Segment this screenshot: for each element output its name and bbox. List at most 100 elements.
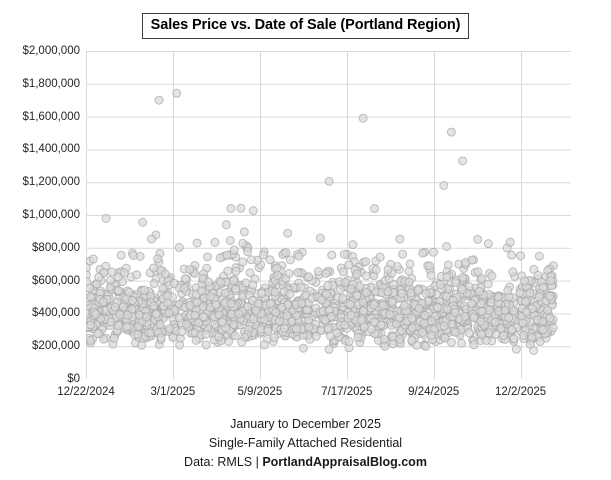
scatter-point: [476, 317, 486, 327]
scatter-point: [230, 331, 240, 341]
scatter-point: [533, 270, 543, 280]
scatter-point: [174, 313, 184, 323]
scatter-point: [397, 288, 407, 298]
scatter-point: [229, 320, 239, 330]
scatter-point: [127, 296, 137, 306]
scatter-point: [211, 300, 221, 310]
scatter-point: [439, 180, 449, 190]
x-axis-tick-label: 7/17/2025: [321, 386, 373, 398]
scatter-point: [442, 241, 452, 251]
scatter-point: [344, 260, 354, 270]
scatter-point: [546, 276, 556, 286]
scatter-point: [457, 285, 467, 295]
chart-footer: January to December 2025 Single-Family A…: [0, 415, 611, 472]
scatter-point: [248, 314, 258, 324]
scatter-point: [116, 250, 126, 260]
scatter-point: [443, 260, 453, 270]
scatter-point: [168, 333, 178, 343]
scatter-point: [270, 287, 280, 297]
scatter-point: [259, 340, 269, 350]
scatter-point: [293, 268, 303, 278]
scatter-point: [327, 250, 337, 260]
scatter-point: [407, 323, 417, 333]
scatter-point: [160, 269, 170, 279]
scatter-point: [395, 234, 405, 244]
scatter-point: [519, 330, 529, 340]
scatter-point: [406, 288, 416, 298]
scatter-point: [265, 255, 275, 265]
scatter-point: [86, 283, 95, 293]
scatter-point: [257, 288, 267, 298]
scatter-point: [234, 309, 244, 319]
scatter-point: [88, 254, 98, 264]
scatter-point: [361, 257, 371, 267]
scatter-point: [503, 286, 513, 296]
scatter-point: [394, 312, 404, 322]
scatter-point: [508, 267, 518, 277]
y-axis-tick-label: $600,000: [32, 274, 80, 287]
scatter-point: [140, 285, 149, 295]
scatter-point: [326, 311, 336, 321]
scatter-point: [474, 287, 484, 297]
scatter-point: [292, 324, 302, 334]
scatter-point: [302, 305, 312, 315]
scatter-point: [122, 322, 132, 332]
scatter-point: [279, 323, 289, 333]
y-axis-tick-label: $1,000,000: [22, 209, 80, 221]
scatter-point: [138, 217, 148, 227]
scatter-point: [147, 234, 157, 244]
x-axis-tick-label: 3/1/2025: [150, 386, 196, 398]
scatter-point: [529, 264, 539, 274]
page-title: Sales Price vs. Date of Sale (Portland R…: [141, 13, 470, 39]
scatter-point: [450, 307, 460, 317]
scatter-point: [493, 292, 503, 302]
scatter-point: [395, 334, 405, 344]
scatter-point: [287, 316, 297, 326]
y-axis-tick-label: $0: [67, 373, 80, 385]
scatter-point: [218, 317, 228, 327]
scatter-point: [128, 251, 138, 261]
scatter-point: [156, 333, 166, 343]
scatter-point: [149, 279, 159, 289]
scatter-point: [133, 330, 143, 340]
scatter-point: [105, 282, 115, 292]
scatter-point: [297, 298, 307, 308]
scatter-point: [473, 267, 483, 277]
scatter-point: [380, 341, 390, 351]
chart-title-wrapper: Sales Price vs. Date of Sale (Portland R…: [0, 13, 611, 39]
scatter-point: [179, 283, 189, 293]
scatter-point: [296, 282, 306, 292]
scatter-point: [122, 310, 132, 320]
scatter-point: [258, 250, 268, 260]
scatter-point: [507, 325, 517, 334]
scatter-point: [154, 95, 164, 105]
scatter-point: [151, 309, 161, 319]
scatter-point: [481, 336, 491, 345]
scatter-point: [185, 264, 195, 274]
scatter-point: [202, 252, 212, 262]
x-axis-labels: 12/22/2024 3/1/2025 5/9/2025 7/17/2025 9/24/…: [0, 385, 611, 405]
scatter-point: [435, 279, 445, 289]
scatter-point: [538, 325, 548, 335]
scatter-point: [441, 291, 451, 301]
scatter-point: [245, 268, 255, 278]
scatter-point: [407, 335, 417, 345]
scatter-point: [525, 288, 535, 298]
scatter-point: [226, 203, 236, 213]
scatter-point: [313, 267, 323, 277]
scatter-point: [335, 284, 345, 294]
scatter-point: [321, 268, 331, 278]
scatter-point: [223, 266, 233, 276]
y-axis-tick-label: $400,000: [32, 307, 80, 320]
scatter-point: [222, 250, 232, 260]
scatter-point: [332, 328, 342, 338]
scatter-point: [545, 291, 555, 301]
scatter-point: [428, 247, 438, 257]
y-axis-labels: $2,000,000 $1,800,000 $1,600,000 $1,400,000…: [0, 0, 82, 480]
scatter-point: [433, 303, 443, 313]
scatter-point: [124, 287, 134, 297]
scatter-point: [378, 300, 388, 310]
scatter-point: [220, 288, 230, 298]
scatter-point: [214, 310, 224, 320]
